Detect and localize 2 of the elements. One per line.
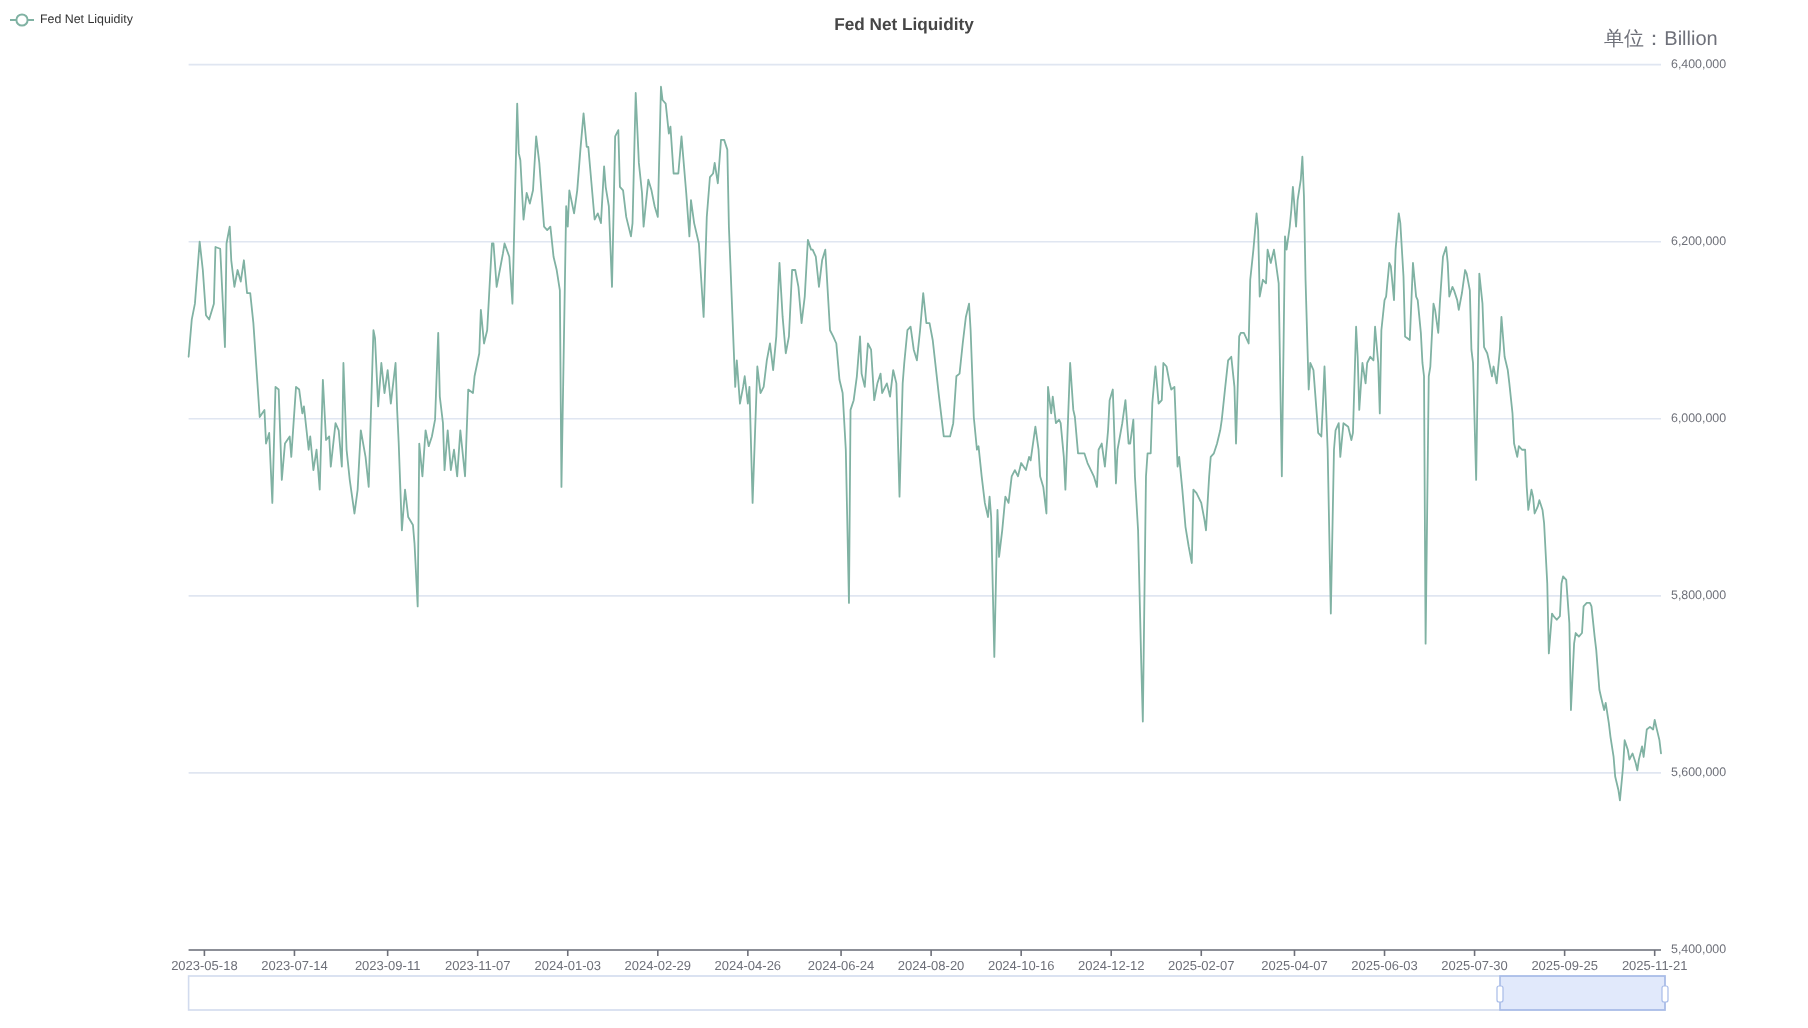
y-axis-title: 单位：Billion — [1604, 27, 1718, 51]
title: Fed Net Liquidity — [834, 14, 974, 34]
